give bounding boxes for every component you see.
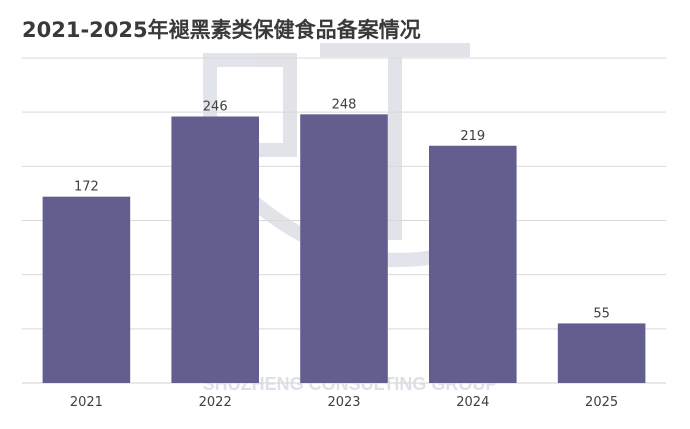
data-label-2023: 248 — [332, 97, 357, 112]
bars — [42, 114, 646, 383]
data-label-2024: 219 — [460, 129, 485, 144]
data-label-2021: 172 — [74, 180, 99, 195]
x-axis-ticks: 2021 2022 2023 2024 2025 — [70, 395, 618, 410]
bar-2022 — [171, 116, 259, 383]
bar-2021 — [42, 196, 131, 383]
bar-2024 — [429, 145, 517, 383]
chart-title: 2021-2025年褪黑素类保健食品备案情况 — [22, 18, 421, 42]
data-label-2025: 55 — [593, 306, 610, 321]
x-tick-label-2025: 2025 — [585, 395, 618, 410]
data-label-2022: 246 — [203, 100, 228, 115]
x-tick-label-2024: 2024 — [456, 395, 489, 410]
bar-2025 — [557, 323, 646, 383]
data-labels: 172 246 248 219 55 — [74, 97, 610, 321]
x-tick-label-2021: 2021 — [70, 395, 103, 410]
x-tick-label-2022: 2022 — [199, 395, 232, 410]
x-tick-label-2023: 2023 — [327, 395, 360, 410]
bar-2023 — [300, 114, 388, 383]
